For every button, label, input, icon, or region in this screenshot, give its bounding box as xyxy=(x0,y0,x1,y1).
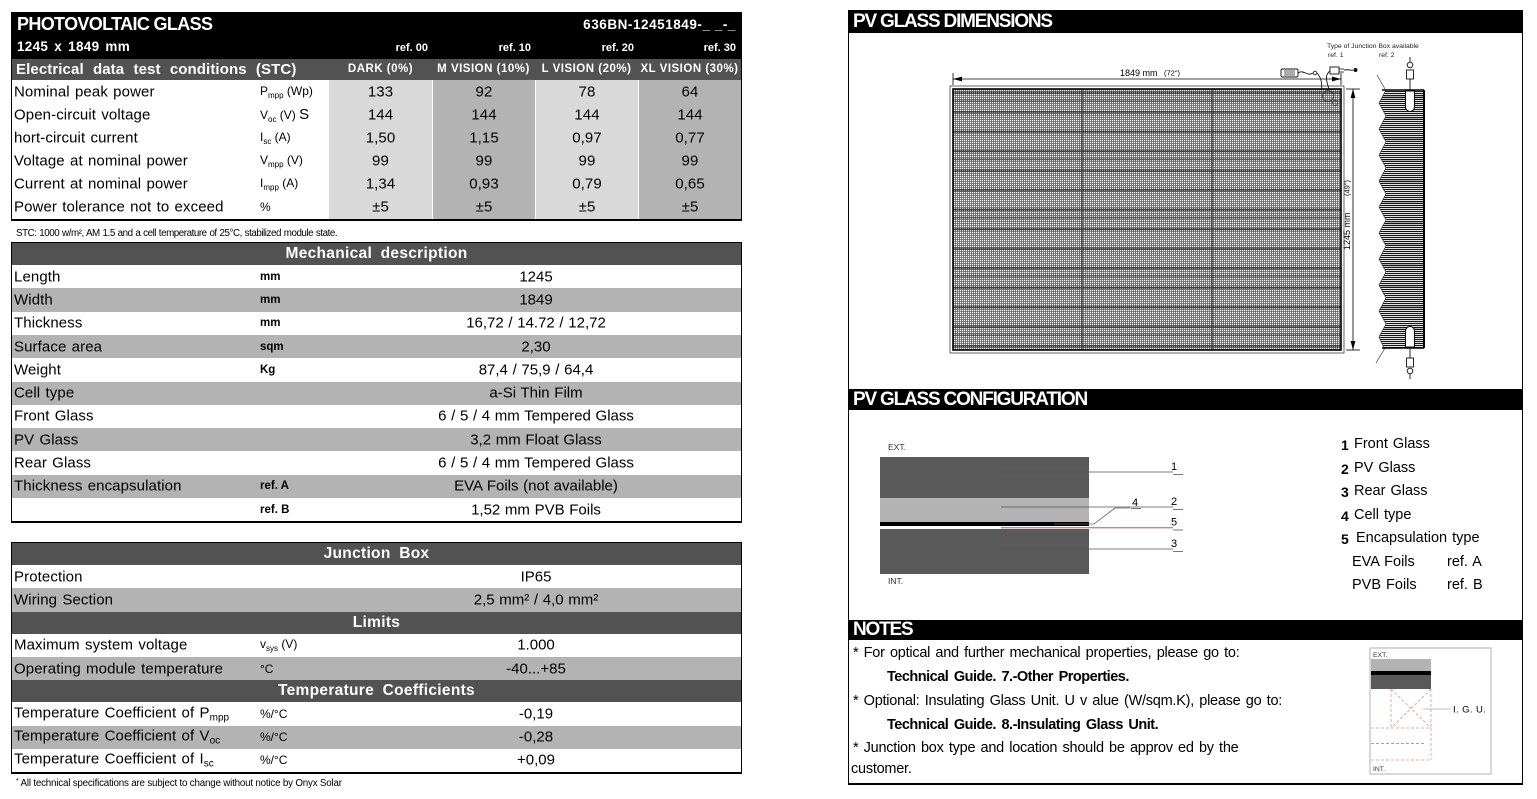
svg-text:(72"): (72") xyxy=(1164,69,1181,78)
svg-text:2: 2 xyxy=(1171,496,1177,508)
svg-text:I. G. U.: I. G. U. xyxy=(1453,705,1486,716)
svg-text:ref. 2: ref. 2 xyxy=(1379,52,1395,59)
svg-text:EXT.: EXT. xyxy=(888,442,906,452)
svg-text:1: 1 xyxy=(1171,461,1177,473)
svg-text:1245 mm: 1245 mm xyxy=(1342,212,1352,250)
svg-text:3: 3 xyxy=(1171,538,1177,550)
svg-text:Type of Junction Box available: Type of Junction Box available xyxy=(1327,43,1419,50)
svg-text:INT.: INT. xyxy=(888,576,903,586)
svg-text:(49"): (49") xyxy=(1343,179,1352,196)
svg-text:5: 5 xyxy=(1171,517,1177,529)
svg-text:ref. 1: ref. 1 xyxy=(1328,52,1344,59)
svg-text:4: 4 xyxy=(1132,497,1138,509)
svg-text:EXT.: EXT. xyxy=(1373,652,1387,659)
svg-text:1849 mm: 1849 mm xyxy=(1120,68,1158,78)
svg-text:INT.: INT. xyxy=(1373,766,1385,773)
